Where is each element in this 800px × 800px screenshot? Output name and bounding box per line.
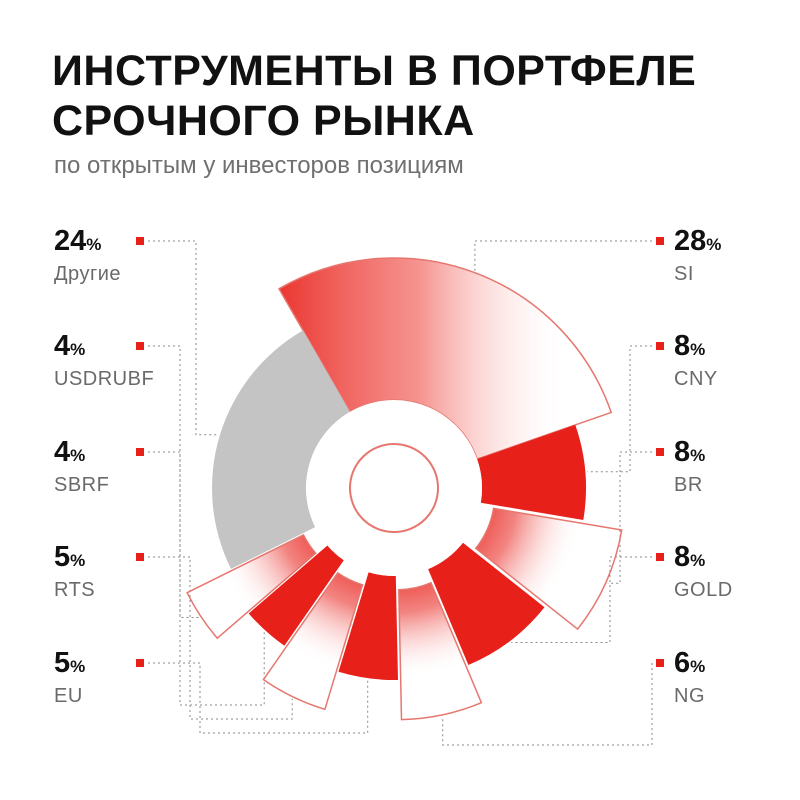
leader-line-br (607, 451, 652, 584)
label-si: 28% SI (674, 225, 800, 287)
slice-percent: 4% (54, 436, 294, 472)
slice-name: Другие (54, 263, 122, 285)
slice-percent: 5% (54, 647, 294, 683)
marker-br (656, 448, 664, 456)
slice-percent: 8% (674, 330, 800, 366)
slice-ng (398, 581, 483, 721)
marker-rts (136, 553, 144, 561)
slice-percent-unit: % (70, 657, 86, 676)
slice-percent-unit: % (86, 235, 102, 254)
slice-другие (212, 330, 350, 569)
label-usdrubf: 4% USDRUBF (54, 330, 294, 392)
slice-percent-unit: % (690, 551, 706, 570)
slice-name: EU (54, 685, 83, 707)
donut-inner-ring (349, 443, 439, 533)
marker-eu (136, 659, 144, 667)
chart-title-line-1: ИНСТРУМЕНТЫ В ПОРТФЕЛЕ (52, 47, 697, 95)
slice-cny (477, 424, 586, 520)
label-gold: 8% GOLD (674, 541, 800, 603)
slice-name: USDRUBF (54, 368, 155, 390)
leader-line-gold (511, 556, 652, 643)
marker-si (656, 237, 664, 245)
slice-percent: 6% (674, 647, 800, 683)
chart-title-line-2: СРОЧНОГО РЫНКА (52, 97, 475, 145)
slice-name: BR (674, 474, 703, 496)
slice-percent-value: 8 (674, 330, 691, 362)
slice-name: GOLD (674, 579, 733, 601)
slice-name: SI (674, 263, 694, 285)
slice-percent-value: 5 (54, 541, 71, 573)
label-rts: 5% RTS (54, 541, 294, 603)
slice-name: RTS (54, 579, 96, 601)
slice-percent-unit: % (690, 657, 706, 676)
slice-percent-unit: % (70, 340, 86, 359)
slice-percent-unit: % (706, 235, 722, 254)
marker-другие (136, 237, 144, 245)
slice-sbrf (248, 545, 344, 646)
slice-percent-value: 5 (54, 647, 71, 679)
slice-percent-value: 6 (674, 647, 691, 679)
slice-br (474, 507, 623, 631)
marker-sbrf (136, 448, 144, 456)
slice-percent: 8% (674, 436, 800, 472)
marker-gold (656, 553, 664, 561)
slice-percent-value: 24 (54, 225, 87, 257)
slice-gold (428, 542, 545, 665)
slice-eu (338, 572, 398, 681)
slice-percent: 5% (54, 541, 294, 577)
slice-percent: 8% (674, 541, 800, 577)
label-ng: 6% NG (674, 647, 800, 709)
slice-percent-value: 4 (54, 436, 71, 468)
slice-percent-unit: % (690, 446, 706, 465)
slice-percent: 24% (54, 225, 294, 261)
marker-cny (656, 342, 664, 350)
slice-percent-value: 28 (674, 225, 707, 257)
leader-line-si (474, 240, 652, 271)
slice-percent: 4% (54, 330, 294, 366)
donut-hole (306, 400, 482, 576)
slice-percent-unit: % (70, 446, 86, 465)
slice-percent-unit: % (690, 340, 706, 359)
label-sbrf: 4% SBRF (54, 436, 294, 498)
leader-line-cny (587, 345, 652, 473)
slice-percent: 28% (674, 225, 800, 261)
marker-usdrubf (136, 342, 144, 350)
marker-ng (656, 659, 664, 667)
leader-line-usdrubf (148, 345, 200, 618)
slice-percent-value: 8 (674, 436, 691, 468)
slice-rts (262, 571, 364, 711)
slice-usdrubf (186, 533, 317, 640)
leader-line-eu (148, 662, 369, 734)
label-eu: 5% EU (54, 647, 294, 709)
slice-name: NG (674, 685, 705, 707)
slice-percent-value: 4 (54, 330, 71, 362)
chart-title: ИНСТРУМЕНТЫ В ПОРТФЕЛЕ СРОЧНОГО РЫНКА (52, 46, 772, 146)
label-другие: 24% Другие (54, 225, 294, 287)
slice-percent-unit: % (70, 551, 86, 570)
donut-center (306, 400, 482, 576)
leader-lines (136, 237, 664, 746)
leader-line-sbrf (148, 451, 265, 706)
slice-percent-value: 8 (674, 541, 691, 573)
label-br: 8% BR (674, 436, 800, 498)
slice-name: SBRF (54, 474, 110, 496)
chart-subtitle: по открытым у инвесторов позициям (54, 152, 464, 179)
slice-name: CNY (674, 368, 718, 390)
donut-slices (186, 257, 623, 721)
label-cny: 8% CNY (674, 330, 800, 392)
leader-line-ng (442, 663, 653, 746)
